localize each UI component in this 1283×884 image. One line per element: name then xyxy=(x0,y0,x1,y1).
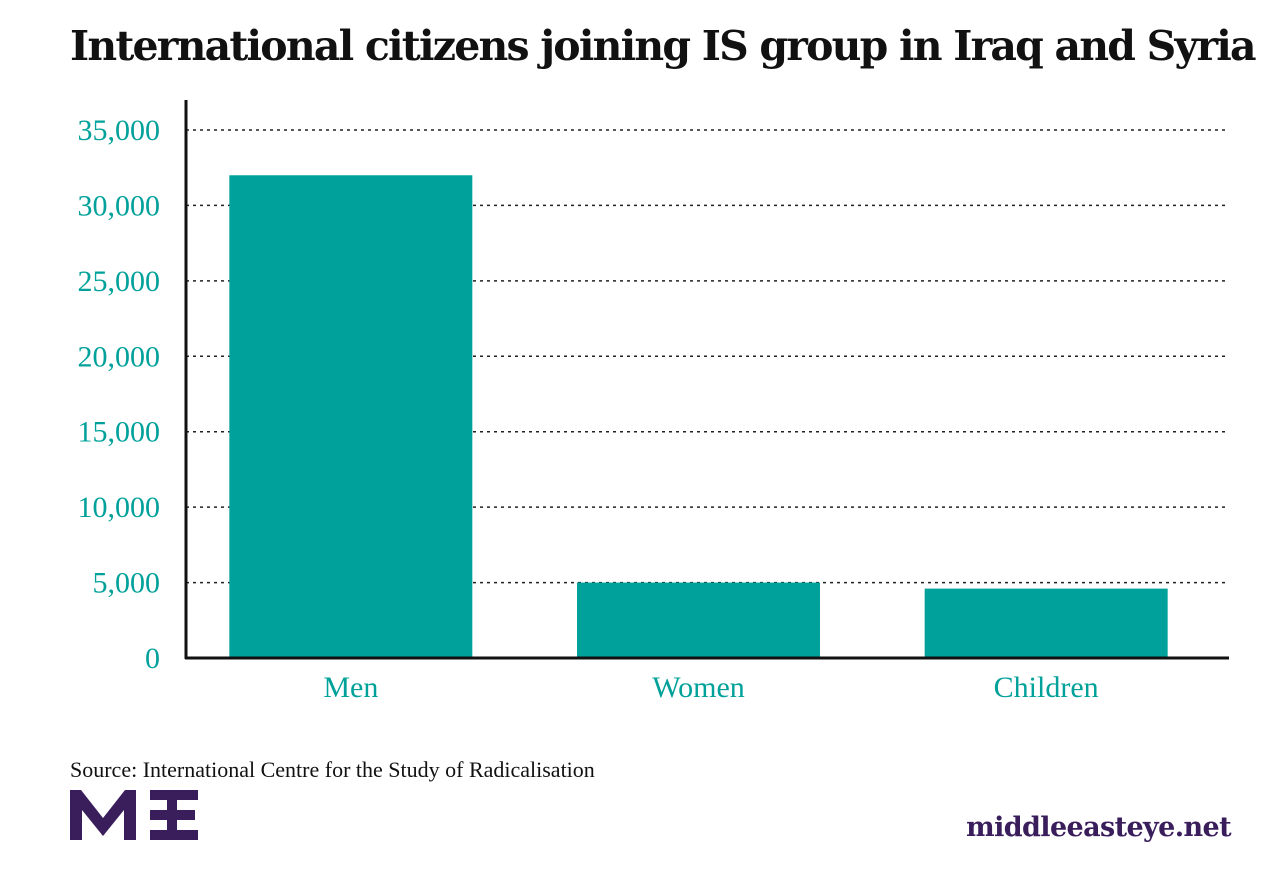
y-tick-label: 20,000 xyxy=(78,340,161,373)
gridlines xyxy=(186,129,1229,584)
y-tick-label: 10,000 xyxy=(78,491,161,524)
site-url: middleeasteye.net xyxy=(966,812,1231,843)
source-note: Source: International Centre for the Stu… xyxy=(70,757,595,782)
y-tick-label: 5,000 xyxy=(93,567,161,600)
bars xyxy=(229,175,1168,658)
logo-letter-m xyxy=(70,790,136,840)
y-tick-labels: 0 5,000 10,000 15,000 20,000 25,000 30,000 35,0… xyxy=(78,114,161,675)
bar-children xyxy=(924,588,1168,658)
logo-letter-e2-top xyxy=(167,790,198,800)
logo-letter-e2-bottom xyxy=(167,830,198,840)
bar-women xyxy=(577,582,820,658)
bar-chart: 0 5,000 10,000 15,000 20,000 25,000 30,000 35,0… xyxy=(78,100,1229,704)
x-tick-labels: Men Women Children xyxy=(323,671,1098,704)
y-tick-label: 35,000 xyxy=(78,114,161,147)
x-tick-label-women: Women xyxy=(652,671,745,704)
x-tick-label-children: Children xyxy=(994,671,1099,704)
logo-letter-e1-bottom xyxy=(150,830,176,840)
bar-men xyxy=(229,175,473,658)
logo-letter-e1-top xyxy=(150,790,176,800)
chart-title: International citizens joining IS group … xyxy=(70,22,1257,70)
logo-letter-e2-mid xyxy=(167,810,195,820)
y-tick-label: 15,000 xyxy=(78,416,161,449)
y-tick-label: 30,000 xyxy=(78,189,161,222)
y-tick-label: 25,000 xyxy=(78,265,161,298)
axes xyxy=(184,100,1229,660)
mee-logo xyxy=(70,790,198,840)
logo-letter-e1-mid xyxy=(150,810,172,820)
y-tick-label: 0 xyxy=(145,642,160,675)
x-tick-label-men: Men xyxy=(323,671,378,704)
